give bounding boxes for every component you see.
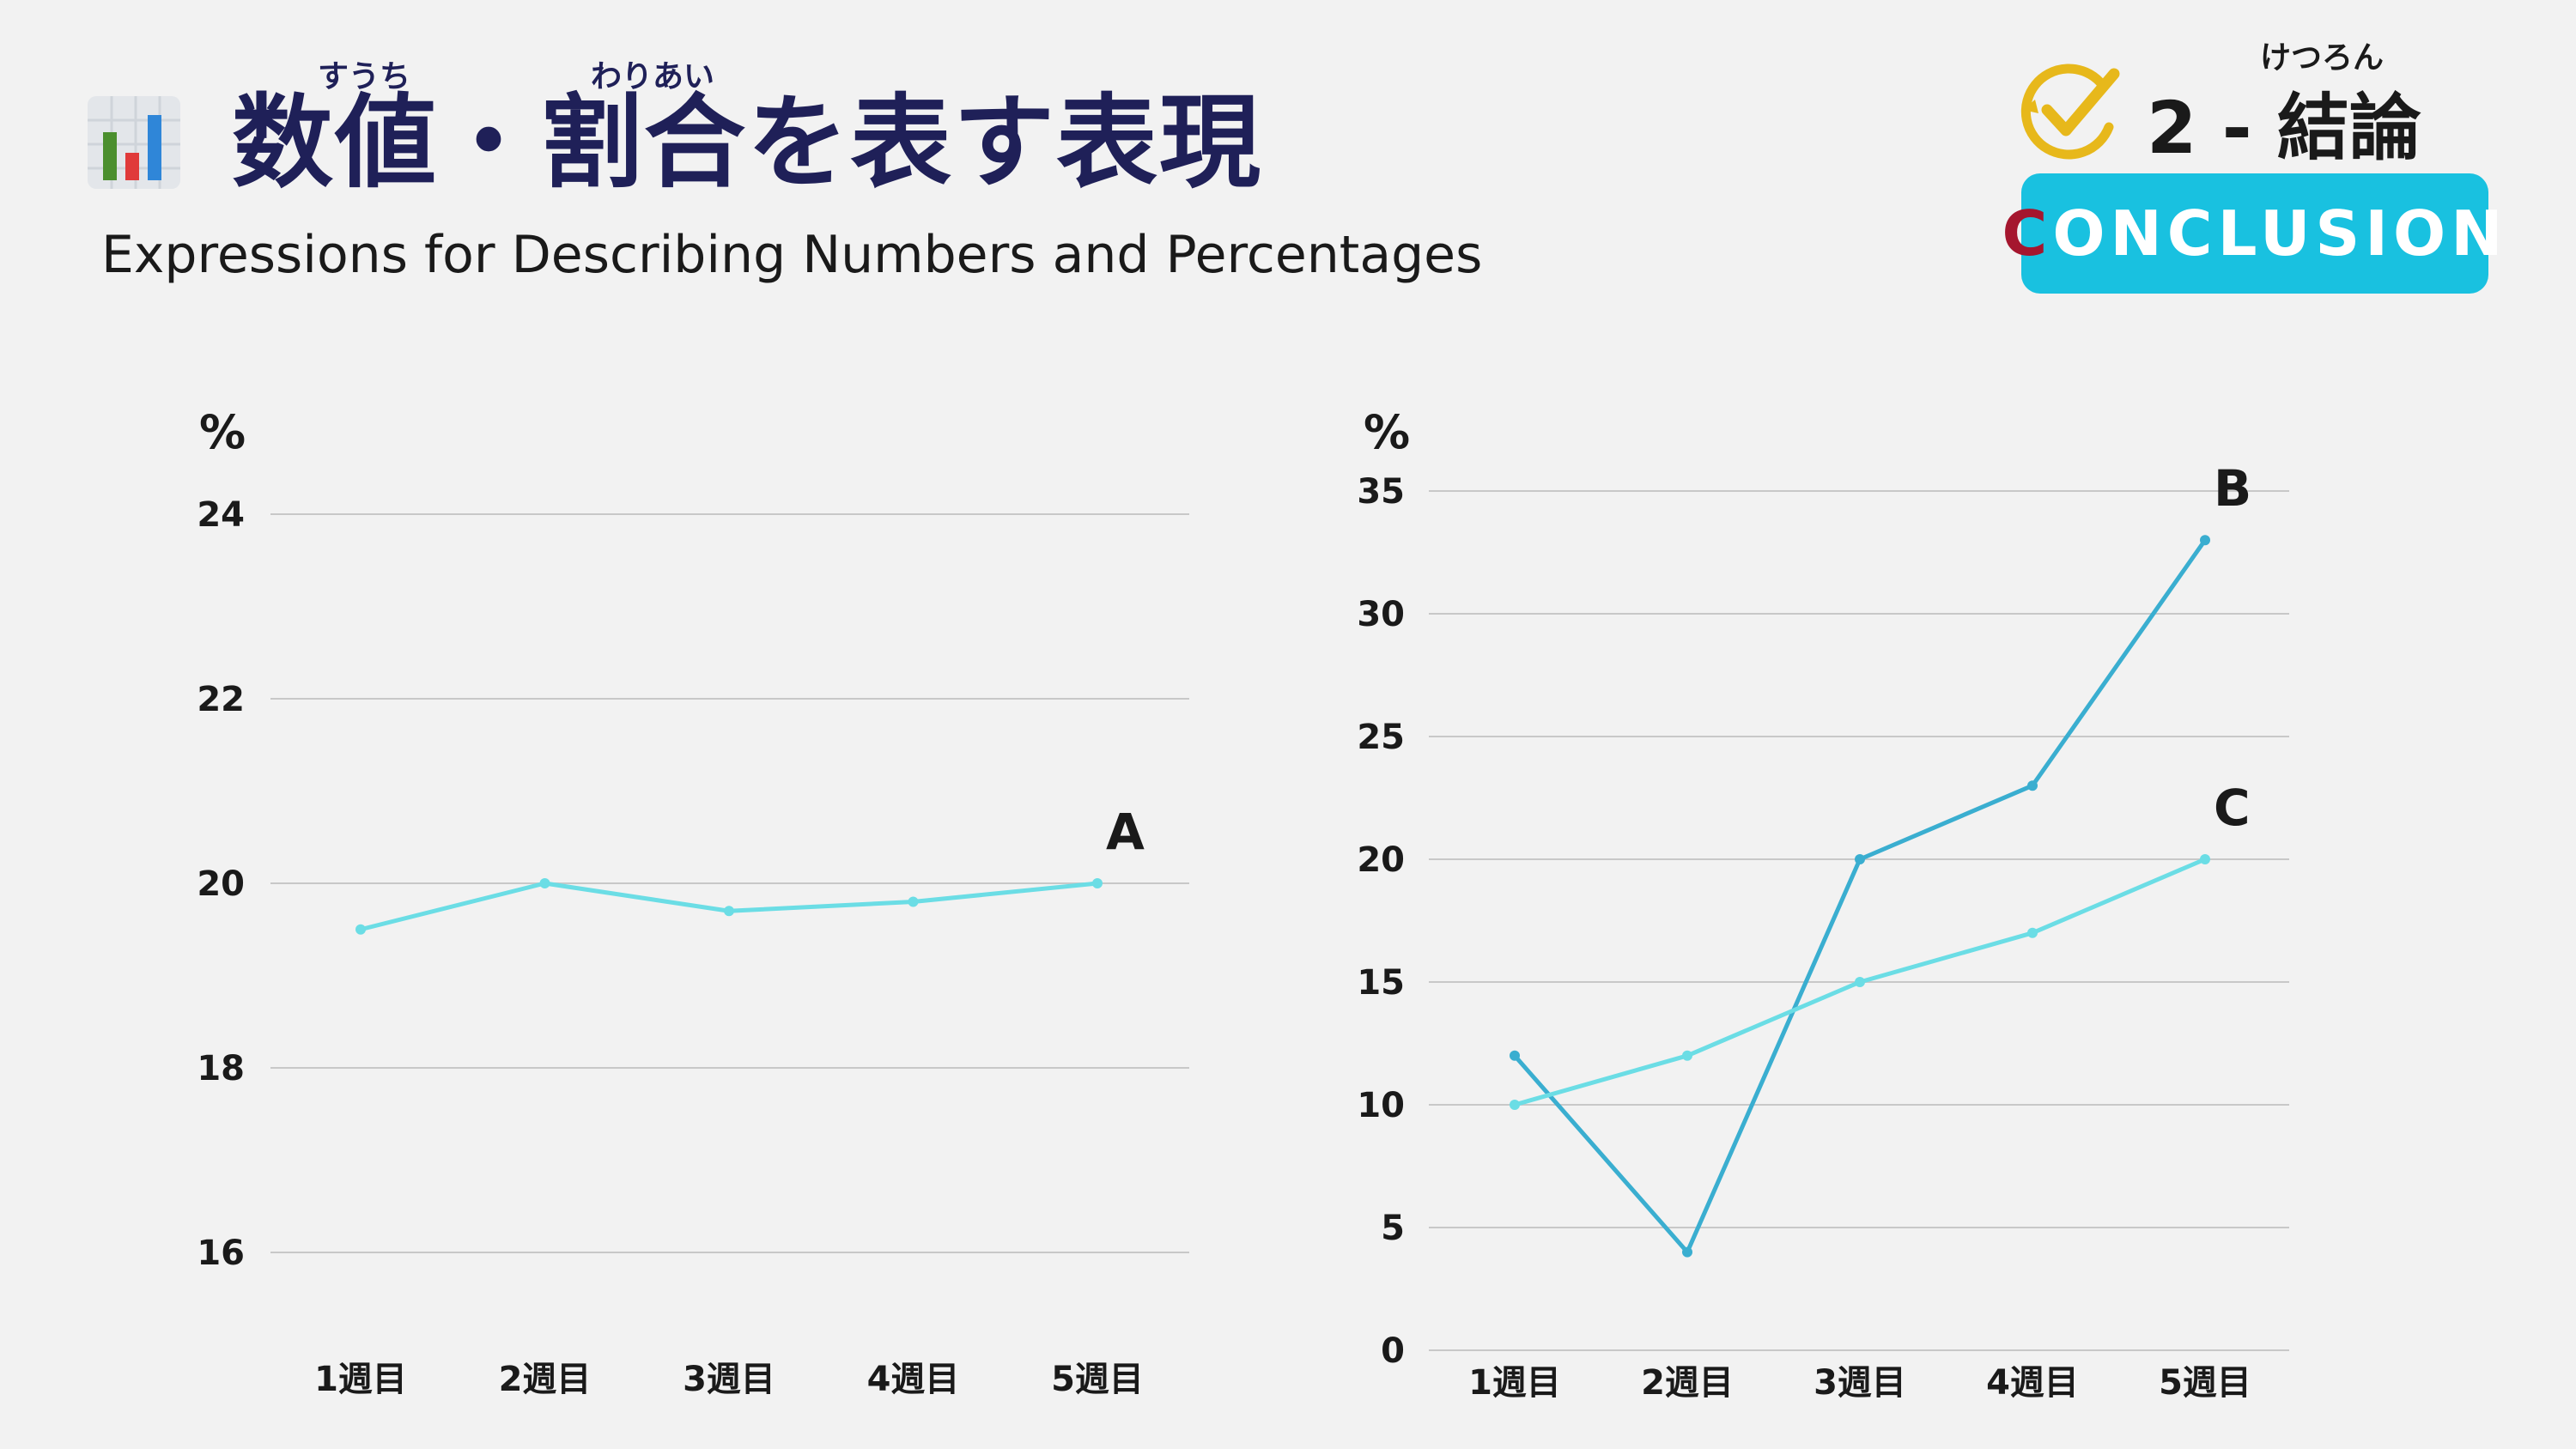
ruby-wariai: わりあい xyxy=(591,59,715,94)
line-chart-bc: % 0 5 10 15 20 25 30 35 1週目 2週目 3週目 4週目 5週目 B C xyxy=(1357,405,2289,1403)
y-tick-label: 10 xyxy=(1357,1086,1405,1125)
ruby-suuchi: すうち xyxy=(318,59,411,94)
y-tick-label: 30 xyxy=(1357,595,1405,634)
x-tick-label: 2週目 xyxy=(1641,1363,1734,1403)
data-point-b xyxy=(1510,1050,1520,1061)
y-tick-label: 0 xyxy=(1381,1331,1405,1371)
data-point-b xyxy=(2200,535,2210,546)
x-tick-label: 4週目 xyxy=(867,1360,960,1399)
series-line-b xyxy=(1513,538,2208,1255)
check-icon xyxy=(2016,60,2124,165)
conclusion-label: ONCLUSION xyxy=(2052,197,2508,270)
y-tick-label: 18 xyxy=(197,1049,245,1088)
x-tick-label: 1週目 xyxy=(314,1360,407,1399)
data-point-b xyxy=(1855,854,1865,864)
data-point-a xyxy=(355,924,366,935)
y-axis-unit-label: % xyxy=(1364,405,1410,459)
series-label-c: C xyxy=(2214,779,2251,837)
data-point-a xyxy=(539,878,550,888)
y-tick-label: 25 xyxy=(1357,718,1405,757)
data-point-c xyxy=(2200,854,2210,864)
section-number: 2 - 結論 xyxy=(2147,86,2421,170)
ruby-ketsuron: けつろん xyxy=(2260,40,2385,76)
data-point-a xyxy=(724,906,734,917)
x-tick-label: 5週目 xyxy=(2159,1363,2251,1403)
series-label-a: A xyxy=(1106,803,1145,861)
page-subtitle: Expressions for Describing Numbers and P… xyxy=(101,225,1483,285)
data-point-b xyxy=(2027,780,2038,791)
chart-icon xyxy=(86,94,182,191)
data-point-c xyxy=(2027,927,2038,938)
line-chart-a: % 16 18 20 22 24 1週目 2週目 3週目 4週目 5週目 A xyxy=(197,405,1189,1399)
data-point-a xyxy=(908,896,919,907)
y-tick-label: 20 xyxy=(197,864,245,904)
y-tick-label: 22 xyxy=(197,680,245,719)
y-tick-label: 24 xyxy=(197,495,245,535)
page-title: 数値・割合を表す表現 xyxy=(232,83,1263,202)
series-label-b: B xyxy=(2214,459,2251,518)
y-axis-unit-label: % xyxy=(199,405,246,459)
y-tick-label: 5 xyxy=(1381,1209,1405,1248)
x-tick-label: 4週目 xyxy=(1986,1363,2079,1403)
x-tick-label: 2週目 xyxy=(499,1360,592,1399)
data-point-a xyxy=(1092,878,1103,888)
data-point-c xyxy=(1855,977,1865,987)
y-tick-label: 35 xyxy=(1357,472,1405,512)
y-tick-label: 16 xyxy=(197,1234,245,1273)
x-tick-label: 5週目 xyxy=(1051,1360,1144,1399)
x-tick-label: 3週目 xyxy=(683,1360,775,1399)
conclusion-initial: C xyxy=(2002,197,2053,270)
y-tick-label: 15 xyxy=(1357,963,1405,1003)
x-tick-label: 1週目 xyxy=(1468,1363,1561,1403)
data-point-b xyxy=(1682,1246,1692,1258)
conclusion-badge: CONCLUSION xyxy=(2002,173,2503,294)
x-tick-label: 3週目 xyxy=(1814,1363,1906,1403)
y-tick-label: 20 xyxy=(1357,840,1405,880)
data-point-c xyxy=(1510,1100,1520,1110)
data-point-c xyxy=(1682,1050,1692,1061)
